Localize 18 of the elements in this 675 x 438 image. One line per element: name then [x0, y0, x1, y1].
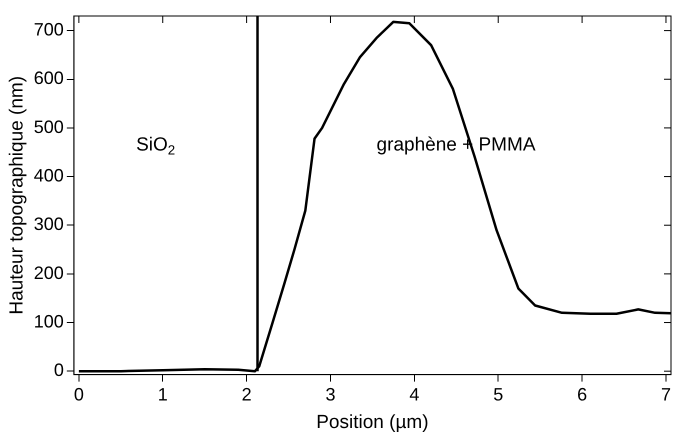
y-tick-label: 400 — [34, 166, 64, 186]
y-tick-label: 300 — [34, 214, 64, 234]
x-tick-label: 4 — [409, 384, 420, 404]
x-axis-title: Position (µm) — [316, 412, 429, 433]
x-tick-label: 6 — [577, 384, 588, 404]
x-tick-label: 0 — [74, 384, 84, 404]
y-tick-label: 0 — [54, 360, 64, 380]
x-tick-label: 3 — [325, 384, 336, 404]
y-tick-label: 700 — [34, 20, 64, 40]
x-tick-label: 1 — [158, 384, 168, 404]
x-tick-label: 5 — [493, 384, 504, 404]
y-tick-label: 100 — [34, 312, 64, 332]
y-tick-label: 600 — [34, 68, 64, 88]
x-tick-label: 2 — [242, 384, 252, 404]
y-axis-title: Hauteur topographique (nm) — [6, 76, 28, 315]
x-tick-label: 7 — [660, 384, 671, 404]
y-tick-label: 500 — [34, 116, 64, 137]
y-tick-label: 200 — [34, 262, 64, 283]
